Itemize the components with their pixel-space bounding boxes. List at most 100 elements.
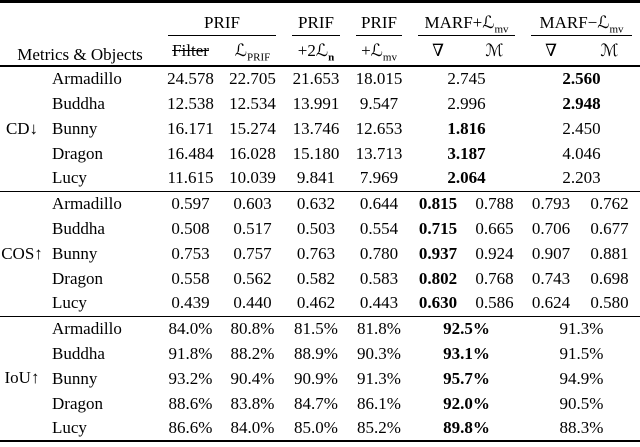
value-cell: 90.5% (559, 393, 604, 413)
value-cell: 88.9% (294, 343, 338, 363)
table-row: IoU↑ Armadillo 84.0% 80.8% 81.5% 81.8% 92.5% 91… (0, 316, 640, 388)
value-cell: 91.3% (357, 368, 401, 388)
value-cell: 7.969 (359, 168, 399, 188)
value-cell: 90.9% (294, 368, 338, 388)
object-label: Buddha (52, 343, 105, 363)
value-cell: 12.538 (167, 93, 214, 113)
value-cell: 91.5% (559, 343, 604, 363)
value-cell: 16.028 (229, 143, 276, 163)
group-header-marf-minus-lmv: MARF−ℒmv (523, 2, 640, 36)
value-cell: 0.517 (233, 218, 272, 238)
value-cell: 0.632 (296, 193, 336, 213)
value-cell: 0.558 (171, 268, 210, 288)
header-group-row: Metrics & Objects PRIF PRIF PRIF MARF+ℒm… (0, 2, 640, 64)
subcolumn-label: +ℒmv (361, 40, 397, 63)
value-cell: 1.816 (447, 118, 486, 138)
object-label: Bunny (52, 118, 98, 138)
table-row: Lucy 0.439 0.440 0.462 0.443 0.630 0.586 0.624 0… (0, 291, 640, 316)
subcolumn-label: Filter (172, 40, 209, 60)
value-cell: 2.745 (447, 69, 486, 88)
value-cell: 13.991 (292, 93, 340, 113)
object-label: Dragon (52, 268, 103, 288)
value-cell: 0.715 (418, 218, 458, 238)
group-header-marf-plus-lmv: MARF+ℒmv (410, 2, 523, 36)
value-cell: 91.3% (559, 318, 604, 338)
value-cell: 0.503 (296, 218, 336, 238)
object-label: Armadillo (52, 193, 122, 213)
subcolumn-label: +2ℒn (297, 40, 335, 63)
value-cell: 85.0% (294, 418, 338, 437)
value-cell: 88.6% (168, 393, 213, 413)
group-header-prif-filter: PRIF (160, 2, 284, 36)
value-cell: 93.1% (443, 343, 490, 363)
value-cell: 4.046 (562, 143, 601, 163)
table-row: Dragon 88.6% 83.8% 84.7% 86.1% 92.0% 90.5% (0, 391, 640, 416)
value-cell: 0.706 (531, 218, 571, 238)
subcolumn-header-mesh-plus: ℳ (466, 36, 523, 66)
table-row: Lucy 11.615 10.039 9.841 7.969 2.064 2.203 (0, 166, 640, 191)
table-row: Dragon 16.484 16.028 15.180 13.713 3.187 4.046 (0, 141, 640, 166)
metric-label: COS↑ (1, 243, 43, 263)
object-label: Buddha (52, 93, 105, 113)
value-cell: 0.597 (171, 193, 210, 213)
group-header-prif-2ln: PRIF (284, 2, 348, 36)
value-cell: 3.187 (447, 143, 486, 163)
subcolumn-header-mesh-minus: ℳ (579, 36, 640, 66)
value-cell: 90.4% (230, 368, 275, 388)
value-cell: 90.3% (357, 343, 401, 363)
subcolumn-label: ∇ (432, 40, 444, 60)
group-rule: PRIF (292, 13, 341, 36)
value-cell: 0.924 (475, 243, 514, 263)
value-cell: 86.6% (168, 418, 213, 437)
metric-section: CD↓ Armadillo 24.578 22.705 21.653 18.015 2.74… (0, 66, 640, 191)
value-cell: 11.615 (167, 168, 214, 188)
object-label: Buddha (52, 218, 105, 238)
value-cell: 0.753 (171, 243, 210, 263)
group-label: PRIF (204, 13, 240, 33)
value-cell: 2.948 (562, 93, 601, 113)
subcolumn-header-filter: Filter (160, 36, 221, 66)
value-cell: 0.586 (475, 293, 514, 313)
value-cell: 18.015 (355, 69, 403, 88)
metric-section: IoU↑ Armadillo 84.0% 80.8% 81.5% 81.8% 92.5% 91… (0, 316, 640, 441)
table-row: Buddha 0.508 0.517 0.503 0.554 0.715 0.665 0.70… (0, 216, 640, 241)
group-rule: PRIF (356, 13, 403, 36)
table-row: Bunny 93.2% 90.4% 90.9% 91.3% 95.7% 94.9% (0, 366, 640, 391)
value-cell: 0.508 (171, 218, 210, 238)
value-cell: 91.8% (168, 343, 213, 363)
subcolumn-header-plus-lmv: +ℒmv (348, 36, 410, 66)
value-cell: 2.064 (447, 168, 486, 188)
value-cell: 24.578 (167, 69, 214, 88)
value-cell: 2.203 (562, 168, 601, 188)
value-cell: 88.3% (559, 418, 604, 437)
object-label: Lucy (52, 168, 87, 188)
value-cell: 12.534 (229, 93, 276, 113)
value-cell: 16.171 (167, 118, 214, 138)
value-cell: 0.603 (233, 193, 272, 213)
value-cell: 0.562 (233, 268, 272, 288)
value-cell: 16.484 (167, 143, 214, 163)
value-cell: 15.274 (229, 118, 276, 138)
value-cell: 93.2% (168, 368, 213, 388)
value-cell: 13.746 (292, 118, 340, 138)
group-rule: MARF+ℒmv (418, 13, 516, 36)
value-cell: 83.8% (230, 393, 275, 413)
value-cell: 0.624 (531, 293, 571, 313)
value-cell: 85.2% (357, 418, 401, 437)
object-label: Dragon (52, 143, 103, 163)
table-row: Lucy 86.6% 84.0% 85.0% 85.2% 89.8% 88.3% (0, 416, 640, 441)
subcolumn-header-loss-prif: ℒPRIF (221, 36, 284, 66)
value-cell: 89.8% (443, 418, 490, 437)
value-cell: 84.0% (168, 318, 213, 338)
subcolumn-label: ℒPRIF (234, 40, 271, 63)
value-cell: 0.644 (359, 193, 399, 213)
group-label: MARF−ℒmv (539, 13, 624, 36)
value-cell: 80.8% (230, 318, 275, 338)
value-cell: 0.443 (359, 293, 399, 313)
table-row: Bunny 0.753 0.757 0.763 0.780 0.937 0.924 0.907… (0, 241, 640, 266)
value-cell: 13.713 (355, 143, 403, 163)
metric-label: CD↓ (5, 118, 39, 138)
value-cell: 88.2% (230, 343, 275, 363)
value-cell: 92.0% (443, 393, 490, 413)
